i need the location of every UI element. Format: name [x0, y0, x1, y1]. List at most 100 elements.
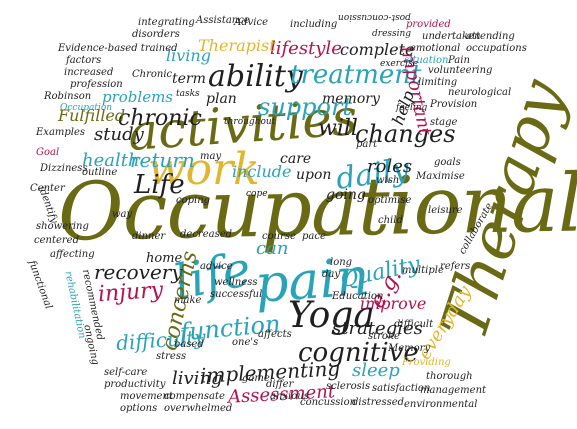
word-multiple: multiple	[402, 265, 444, 276]
word-cognitive: cognitive	[298, 338, 419, 368]
word-yoga: Yoga	[288, 295, 375, 336]
word-difficult: difficult	[394, 319, 434, 330]
word-productivity: productivity	[104, 379, 166, 390]
word-centered: centered	[34, 235, 79, 246]
word-work: work	[148, 144, 260, 195]
word-volunteering: volunteering	[428, 65, 493, 76]
word-affects: affects	[258, 329, 292, 340]
word-may: may	[200, 151, 222, 162]
word-stroke: stroke	[368, 331, 400, 342]
word-showering: showering	[36, 221, 89, 232]
word-pain-word: Pain	[448, 55, 470, 66]
word-refers: refers	[440, 261, 471, 272]
word-living-top: living	[166, 46, 211, 65]
word-include: include	[232, 162, 292, 181]
word-advice: Advice	[234, 17, 268, 28]
word-child: child	[378, 215, 403, 226]
word-leisure: leisure	[428, 205, 463, 216]
word-options: options	[120, 403, 158, 414]
word-disorders: disorders	[132, 29, 180, 40]
word-increased: increased	[64, 67, 114, 78]
word-center: Center	[30, 183, 65, 194]
word-neurological: neurological	[448, 87, 512, 98]
word-situation: situation	[404, 55, 449, 66]
word-memory-small: Memory	[388, 343, 431, 354]
word-stage: stage	[430, 117, 458, 128]
word-stress: stress	[156, 351, 187, 362]
word-therapist: Therapist	[198, 36, 276, 55]
word-recovery: recovery	[94, 260, 183, 284]
word-lifestyle: lifestyle	[270, 38, 342, 59]
word-problems: problems	[102, 88, 174, 106]
word-fulfilled: Fulfilled	[58, 106, 126, 125]
word-upon: upon	[296, 167, 332, 183]
word-provision: Provision	[430, 99, 478, 110]
word-provided: provided	[406, 19, 451, 30]
word-emotional: emotional	[410, 43, 461, 54]
word-successful: successful	[210, 289, 263, 300]
word-improve: improve	[360, 294, 427, 313]
word-living-low: living	[172, 368, 223, 389]
word-course: course	[262, 231, 296, 242]
word-post-concussion: post-concussion	[338, 12, 411, 22]
word-roles: roles	[367, 156, 413, 177]
word-chronic: chronic	[118, 106, 202, 131]
word-functional: functional	[26, 258, 54, 311]
word-occupations: occupations	[466, 43, 527, 54]
word-day: day	[322, 269, 341, 280]
word-support: support	[258, 93, 353, 121]
word-exercise: exercise	[380, 59, 418, 69]
word-make: make	[174, 295, 202, 306]
word-goal: Goal	[36, 147, 60, 158]
word-attending: attending	[466, 31, 515, 42]
word-sclerosis: sclerosis	[326, 381, 371, 392]
word-robinson: Robinson	[44, 91, 92, 102]
word-part: part	[356, 139, 378, 150]
word-throughout: throughout	[224, 117, 276, 127]
word-environmental: environmental	[404, 399, 478, 410]
word-management: management	[420, 385, 487, 396]
word-injury: injury	[97, 277, 164, 308]
word-coping: coping	[176, 195, 211, 206]
word-game: game	[242, 373, 270, 384]
word-examples: Examples	[36, 127, 86, 138]
word-pace: pace	[302, 231, 326, 242]
word-concussion: concussion	[300, 397, 357, 408]
word-overwhelmed: overwhelmed	[164, 403, 233, 414]
word-advice-small: advice	[200, 261, 233, 272]
word-strategies: strategies	[332, 318, 423, 339]
word-life-small: Life	[134, 170, 185, 200]
word-tasks: tasks	[176, 89, 200, 99]
word-can: can	[256, 238, 289, 259]
word-dinner: dinner	[132, 231, 166, 242]
word-limiting: limiting	[418, 77, 458, 88]
word-thorough: thorough	[426, 371, 473, 382]
word-long: long	[330, 257, 353, 268]
word-memory: memory	[322, 91, 380, 107]
word-movement: movement	[120, 391, 173, 402]
word-education: Education	[332, 291, 384, 302]
word-dressing: dressing	[372, 29, 412, 39]
word-will: will	[318, 116, 358, 141]
word-differ: differ	[266, 379, 294, 390]
word-treatment: treatment	[290, 60, 422, 90]
word-term: term	[172, 71, 206, 87]
word-distressed: distressed	[352, 397, 405, 408]
word-changes: changes	[355, 120, 456, 148]
word-study: study	[94, 124, 144, 145]
word-decreased: decreased	[180, 229, 233, 240]
word-cope: cope	[246, 189, 268, 199]
word-outline: outline	[82, 167, 118, 178]
word-complete: complete	[340, 40, 415, 59]
word-occupation: Occupation	[60, 103, 113, 113]
word-going: going	[326, 187, 366, 203]
word-dizziness: Dizziness	[40, 163, 88, 174]
word-factors: factors	[66, 55, 102, 66]
word-profession: profession	[70, 79, 123, 90]
word-way: way	[112, 209, 133, 220]
word-optimise: optimise	[368, 195, 412, 206]
word-evidence-based: Evidence-based trained	[58, 43, 178, 54]
word-return: return	[130, 148, 195, 172]
word-compensate: compensate	[164, 391, 225, 402]
